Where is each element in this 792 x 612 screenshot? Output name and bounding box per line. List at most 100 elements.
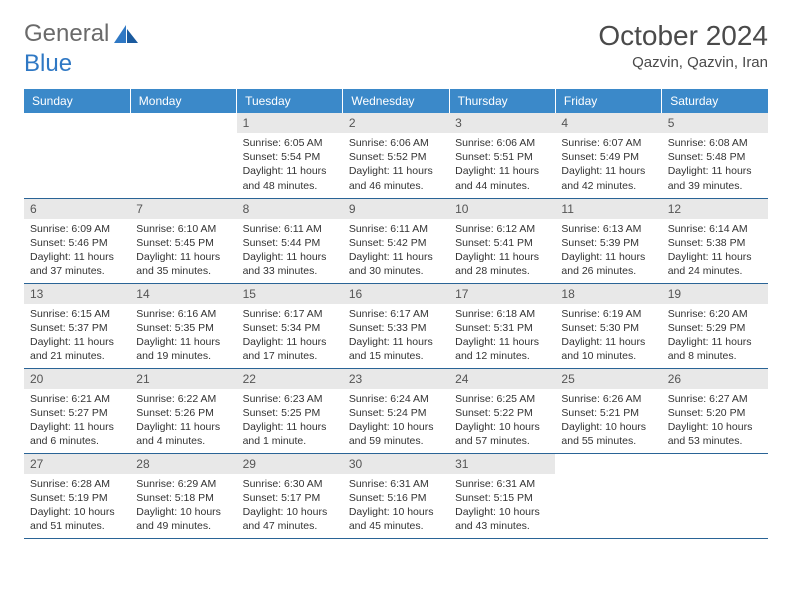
sunrise-text: Sunrise: 6:21 AM (30, 392, 124, 406)
sunset-text: Sunset: 5:15 PM (455, 491, 549, 505)
calendar-day-cell: 29Sunrise: 6:30 AMSunset: 5:17 PMDayligh… (237, 453, 343, 538)
day-number: 11 (555, 199, 661, 219)
daylight-text: Daylight: 10 hours and 51 minutes. (30, 505, 124, 533)
calendar-day-cell: 3Sunrise: 6:06 AMSunset: 5:51 PMDaylight… (449, 113, 555, 198)
day-details: Sunrise: 6:31 AMSunset: 5:16 PMDaylight:… (343, 474, 449, 538)
sunrise-text: Sunrise: 6:10 AM (136, 222, 230, 236)
sunrise-text: Sunrise: 6:08 AM (668, 136, 762, 150)
sunset-text: Sunset: 5:37 PM (30, 321, 124, 335)
calendar-day-cell: 25Sunrise: 6:26 AMSunset: 5:21 PMDayligh… (555, 368, 661, 453)
sunset-text: Sunset: 5:41 PM (455, 236, 549, 250)
day-details: Sunrise: 6:07 AMSunset: 5:49 PMDaylight:… (555, 133, 661, 197)
day-details: Sunrise: 6:26 AMSunset: 5:21 PMDaylight:… (555, 389, 661, 453)
day-number: 3 (449, 113, 555, 133)
daylight-text: Daylight: 11 hours and 46 minutes. (349, 164, 443, 192)
calendar-day-cell: 16Sunrise: 6:17 AMSunset: 5:33 PMDayligh… (343, 283, 449, 368)
day-number: 14 (130, 284, 236, 304)
calendar-day-cell: 26Sunrise: 6:27 AMSunset: 5:20 PMDayligh… (662, 368, 768, 453)
sunrise-text: Sunrise: 6:24 AM (349, 392, 443, 406)
calendar-week-row: 13Sunrise: 6:15 AMSunset: 5:37 PMDayligh… (24, 283, 768, 368)
day-details: Sunrise: 6:21 AMSunset: 5:27 PMDaylight:… (24, 389, 130, 453)
weekday-monday: Monday (130, 89, 236, 113)
day-details: Sunrise: 6:06 AMSunset: 5:51 PMDaylight:… (449, 133, 555, 197)
day-details: Sunrise: 6:16 AMSunset: 5:35 PMDaylight:… (130, 304, 236, 368)
sunrise-text: Sunrise: 6:20 AM (668, 307, 762, 321)
calendar-day-cell: 1Sunrise: 6:05 AMSunset: 5:54 PMDaylight… (237, 113, 343, 198)
sunrise-text: Sunrise: 6:13 AM (561, 222, 655, 236)
calendar-day-cell: 5Sunrise: 6:08 AMSunset: 5:48 PMDaylight… (662, 113, 768, 198)
sunset-text: Sunset: 5:38 PM (668, 236, 762, 250)
daylight-text: Daylight: 11 hours and 48 minutes. (243, 164, 337, 192)
day-details: Sunrise: 6:06 AMSunset: 5:52 PMDaylight:… (343, 133, 449, 197)
sunrise-text: Sunrise: 6:14 AM (668, 222, 762, 236)
calendar-day-cell: 21Sunrise: 6:22 AMSunset: 5:26 PMDayligh… (130, 368, 236, 453)
day-number: 4 (555, 113, 661, 133)
day-details: Sunrise: 6:17 AMSunset: 5:34 PMDaylight:… (237, 304, 343, 368)
calendar-day-cell: 20Sunrise: 6:21 AMSunset: 5:27 PMDayligh… (24, 368, 130, 453)
calendar-day-cell: 23Sunrise: 6:24 AMSunset: 5:24 PMDayligh… (343, 368, 449, 453)
sunrise-text: Sunrise: 6:11 AM (349, 222, 443, 236)
sunrise-text: Sunrise: 6:31 AM (455, 477, 549, 491)
sunset-text: Sunset: 5:29 PM (668, 321, 762, 335)
day-details: Sunrise: 6:23 AMSunset: 5:25 PMDaylight:… (237, 389, 343, 453)
day-number: 27 (24, 454, 130, 474)
day-details: Sunrise: 6:30 AMSunset: 5:17 PMDaylight:… (237, 474, 343, 538)
sunset-text: Sunset: 5:33 PM (349, 321, 443, 335)
day-number: 7 (130, 199, 236, 219)
logo-text-blue: Blue (24, 50, 72, 78)
sunset-text: Sunset: 5:26 PM (136, 406, 230, 420)
sunrise-text: Sunrise: 6:23 AM (243, 392, 337, 406)
calendar-day-cell: 10Sunrise: 6:12 AMSunset: 5:41 PMDayligh… (449, 198, 555, 283)
day-number: 16 (343, 284, 449, 304)
sunrise-text: Sunrise: 6:28 AM (30, 477, 124, 491)
calendar-week-row: 1Sunrise: 6:05 AMSunset: 5:54 PMDaylight… (24, 113, 768, 198)
daylight-text: Daylight: 11 hours and 44 minutes. (455, 164, 549, 192)
sunset-text: Sunset: 5:27 PM (30, 406, 124, 420)
calendar-week-row: 27Sunrise: 6:28 AMSunset: 5:19 PMDayligh… (24, 453, 768, 538)
sunrise-text: Sunrise: 6:22 AM (136, 392, 230, 406)
calendar-day-cell: 15Sunrise: 6:17 AMSunset: 5:34 PMDayligh… (237, 283, 343, 368)
daylight-text: Daylight: 11 hours and 17 minutes. (243, 335, 337, 363)
daylight-text: Daylight: 11 hours and 35 minutes. (136, 250, 230, 278)
calendar-day-cell: 17Sunrise: 6:18 AMSunset: 5:31 PMDayligh… (449, 283, 555, 368)
sunset-text: Sunset: 5:21 PM (561, 406, 655, 420)
daylight-text: Daylight: 11 hours and 10 minutes. (561, 335, 655, 363)
sunset-text: Sunset: 5:20 PM (668, 406, 762, 420)
sunset-text: Sunset: 5:18 PM (136, 491, 230, 505)
day-number: 23 (343, 369, 449, 389)
sunrise-text: Sunrise: 6:31 AM (349, 477, 443, 491)
sunset-text: Sunset: 5:45 PM (136, 236, 230, 250)
day-number: 6 (24, 199, 130, 219)
sunrise-text: Sunrise: 6:19 AM (561, 307, 655, 321)
daylight-text: Daylight: 10 hours and 43 minutes. (455, 505, 549, 533)
day-number: 5 (662, 113, 768, 133)
day-details: Sunrise: 6:11 AMSunset: 5:42 PMDaylight:… (343, 219, 449, 283)
weekday-wednesday: Wednesday (343, 89, 449, 113)
day-number: 25 (555, 369, 661, 389)
calendar-day-cell: 28Sunrise: 6:29 AMSunset: 5:18 PMDayligh… (130, 453, 236, 538)
sunset-text: Sunset: 5:31 PM (455, 321, 549, 335)
day-details: Sunrise: 6:28 AMSunset: 5:19 PMDaylight:… (24, 474, 130, 538)
day-details: Sunrise: 6:24 AMSunset: 5:24 PMDaylight:… (343, 389, 449, 453)
title-block: October 2024 Qazvin, Qazvin, Iran (598, 20, 768, 71)
daylight-text: Daylight: 11 hours and 24 minutes. (668, 250, 762, 278)
sunset-text: Sunset: 5:51 PM (455, 150, 549, 164)
calendar-day-cell: 13Sunrise: 6:15 AMSunset: 5:37 PMDayligh… (24, 283, 130, 368)
logo: General (24, 20, 139, 48)
sunset-text: Sunset: 5:25 PM (243, 406, 337, 420)
sunrise-text: Sunrise: 6:12 AM (455, 222, 549, 236)
day-details: Sunrise: 6:11 AMSunset: 5:44 PMDaylight:… (237, 219, 343, 283)
calendar-day-cell: 11Sunrise: 6:13 AMSunset: 5:39 PMDayligh… (555, 198, 661, 283)
day-number: 17 (449, 284, 555, 304)
daylight-text: Daylight: 10 hours and 53 minutes. (668, 420, 762, 448)
sunrise-text: Sunrise: 6:27 AM (668, 392, 762, 406)
sunset-text: Sunset: 5:54 PM (243, 150, 337, 164)
day-details: Sunrise: 6:09 AMSunset: 5:46 PMDaylight:… (24, 219, 130, 283)
sunset-text: Sunset: 5:30 PM (561, 321, 655, 335)
day-details: Sunrise: 6:14 AMSunset: 5:38 PMDaylight:… (662, 219, 768, 283)
weekday-header-row: Sunday Monday Tuesday Wednesday Thursday… (24, 89, 768, 113)
calendar-week-row: 6Sunrise: 6:09 AMSunset: 5:46 PMDaylight… (24, 198, 768, 283)
calendar-week-row: 20Sunrise: 6:21 AMSunset: 5:27 PMDayligh… (24, 368, 768, 453)
calendar-day-cell: 8Sunrise: 6:11 AMSunset: 5:44 PMDaylight… (237, 198, 343, 283)
calendar-day-cell: 27Sunrise: 6:28 AMSunset: 5:19 PMDayligh… (24, 453, 130, 538)
